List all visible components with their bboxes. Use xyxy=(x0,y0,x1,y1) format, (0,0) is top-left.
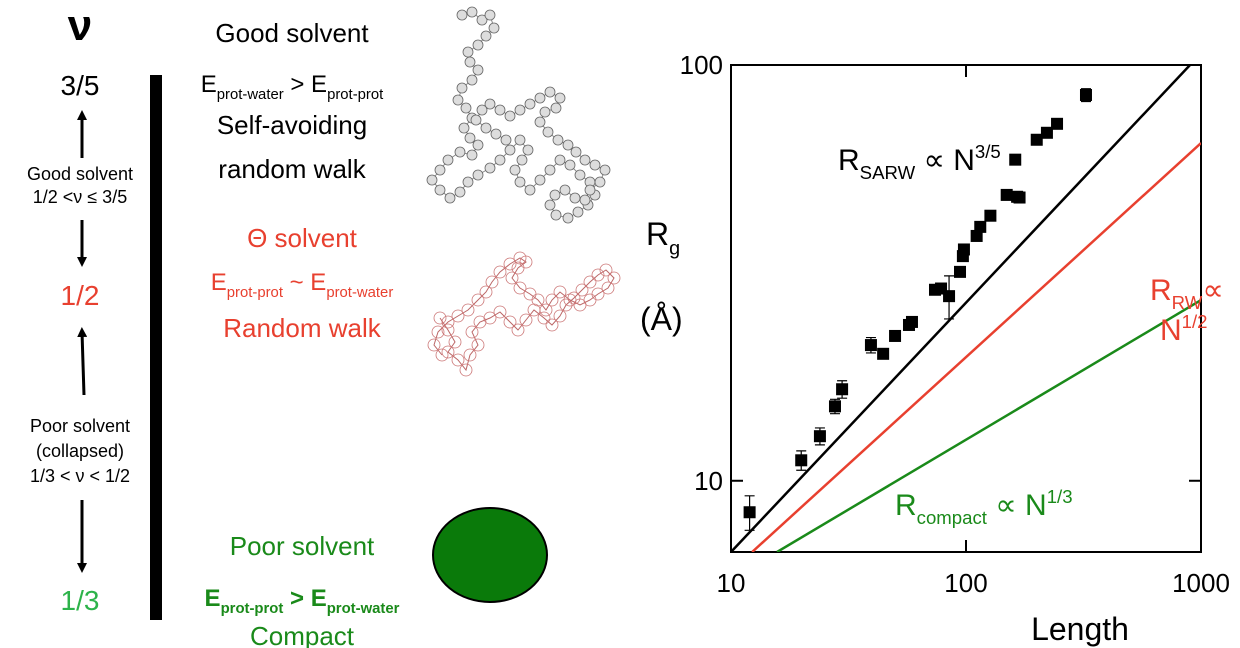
label: Random walk xyxy=(223,313,382,343)
label: Self-avoiding xyxy=(217,110,367,140)
data-point xyxy=(974,221,986,233)
text-part: ~ E xyxy=(283,269,326,296)
data-point xyxy=(744,506,756,518)
x-axis-title: Length xyxy=(1031,611,1129,647)
rich-text: RSARW ∝ N3/5 xyxy=(838,141,1001,183)
x-tick-label: 10 xyxy=(717,568,746,598)
label: 1/2 xyxy=(61,280,100,311)
data-point xyxy=(1009,154,1021,166)
supscript: 1/2 xyxy=(1182,311,1208,332)
rich-text: (Å) xyxy=(640,301,683,337)
text-part: R xyxy=(838,144,860,177)
data-point xyxy=(814,430,826,442)
rich-text: RRW∝ xyxy=(1150,274,1224,313)
rich-text: Rcompact ∝ N1/3 xyxy=(895,486,1073,528)
data-point xyxy=(836,383,848,395)
data-point xyxy=(984,210,996,222)
y-tick-label: 10 xyxy=(694,466,723,496)
subscript: prot-prot xyxy=(327,87,384,103)
rich-text: Eprot-prot > Eprot-water xyxy=(205,585,400,617)
arrow xyxy=(82,332,84,395)
fit-line xyxy=(752,143,1201,552)
data-point xyxy=(877,348,889,360)
plot-area xyxy=(731,65,1201,552)
subscript: prot-water xyxy=(327,601,400,617)
label: ν xyxy=(68,1,92,50)
subscript: RW xyxy=(1172,292,1203,313)
data-point xyxy=(795,454,807,466)
data-point xyxy=(1001,189,1013,201)
rich-text: Eprot-water > Eprot-prot xyxy=(201,71,384,103)
subscript: g xyxy=(669,238,680,260)
figure: ν 3/5 1/2 1/3 Good solvent 1/2 <ν ≤ 3/5 Poor s… xyxy=(0,0,1240,648)
text-part: N xyxy=(1160,314,1182,347)
text-part: E xyxy=(201,71,217,98)
subscript: prot-prot xyxy=(221,601,284,617)
data-point xyxy=(1051,118,1063,130)
y-tick-label: 100 xyxy=(680,50,723,80)
label: 1/3 xyxy=(61,585,100,616)
text-part: E xyxy=(205,585,221,612)
text-part: R xyxy=(646,216,669,252)
subscript: prot-prot xyxy=(227,285,284,301)
x-tick-label: 1000 xyxy=(1172,568,1230,598)
label: Good solvent xyxy=(215,18,369,48)
text-part: > E xyxy=(284,71,327,98)
subscript: prot-water xyxy=(326,285,393,301)
data-point xyxy=(829,400,841,412)
polymer-chain xyxy=(434,258,614,370)
subscript: prot-water xyxy=(217,87,284,103)
label: Poor solvent xyxy=(230,531,375,561)
polymer-chain xyxy=(432,12,605,218)
label: (collapsed) xyxy=(36,441,124,461)
rich-text: Rg xyxy=(646,216,680,260)
label: Compact xyxy=(250,621,355,648)
subscript: SARW xyxy=(860,162,916,183)
x-tick-label: 100 xyxy=(944,568,987,598)
text-part: (Å) xyxy=(640,301,683,337)
data-point xyxy=(954,266,966,278)
label: random walk xyxy=(218,154,366,184)
data-point xyxy=(943,290,955,302)
supscript: 1/3 xyxy=(1047,486,1073,507)
label: Good solvent xyxy=(27,164,133,184)
text-part: R xyxy=(1150,274,1172,307)
data-point xyxy=(906,316,918,328)
subscript: compact xyxy=(917,507,988,528)
label: Poor solvent xyxy=(30,416,130,436)
data-point xyxy=(865,339,877,351)
page: {"diagram": { "nu_symbol": "ν", "exponen… xyxy=(0,0,1240,648)
data-point xyxy=(1080,89,1092,101)
fit-line xyxy=(731,65,1190,552)
text-part: R xyxy=(895,489,917,522)
supscript: 3/5 xyxy=(975,141,1001,162)
rich-text: Eprot-prot ~ Eprot-water xyxy=(211,269,394,301)
divider-bar xyxy=(150,75,162,620)
label: 1/2 <ν ≤ 3/5 xyxy=(33,187,127,207)
data-point xyxy=(889,330,901,342)
text-part: ∝ N xyxy=(915,144,975,177)
text-part: ∝ xyxy=(1202,274,1223,307)
label: 1/3 < ν < 1/2 xyxy=(30,466,130,486)
label: 3/5 xyxy=(61,70,100,101)
data-point xyxy=(1014,192,1026,204)
compact-globule xyxy=(433,508,547,602)
label: Θ solvent xyxy=(247,223,358,253)
data-point xyxy=(958,243,970,255)
text-part: ∝ N xyxy=(987,489,1047,522)
text-part: > E xyxy=(283,585,326,612)
text-part: E xyxy=(211,269,227,296)
